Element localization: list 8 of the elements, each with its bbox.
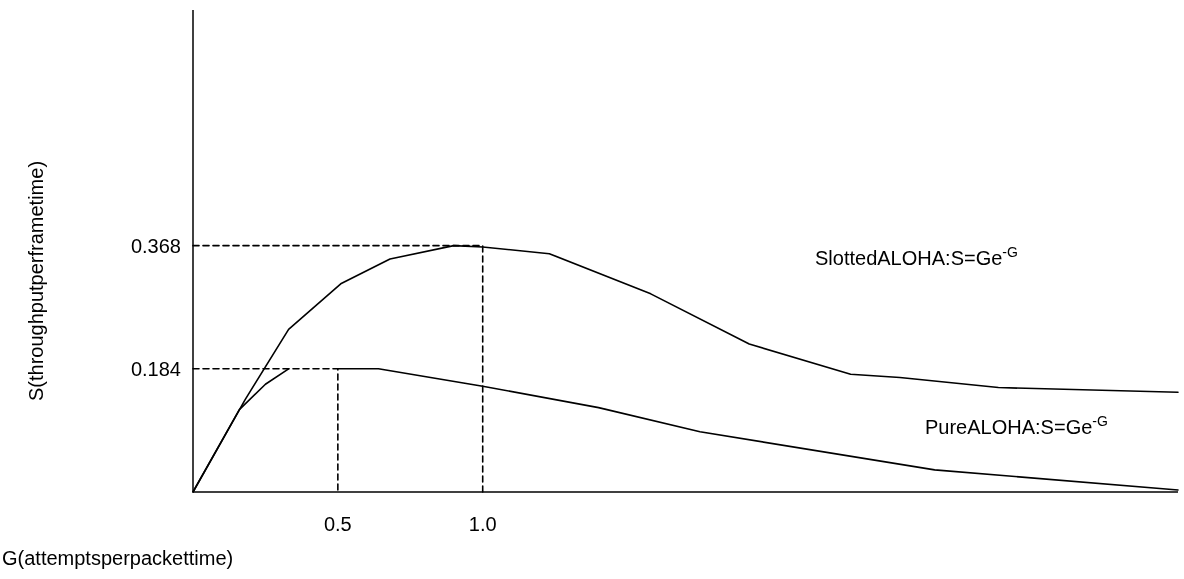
y-tick-label: 0.368 [130,234,181,257]
x-tick-label: 1.0 [468,513,497,535]
annotation: PureALOHA:S=Ge$^{-G}$ [925,413,1108,438]
y-axis-title: S(throughputperframetime) [25,160,47,402]
x-axis-title: G(attemptsperpackettime) [2,547,234,569]
y-tick-label: 0.184 [130,357,181,380]
x-tick-label: 0.5 [323,513,352,535]
annotation: SlottedALOHA:S=Ge$^{-G}$ [815,244,1018,269]
